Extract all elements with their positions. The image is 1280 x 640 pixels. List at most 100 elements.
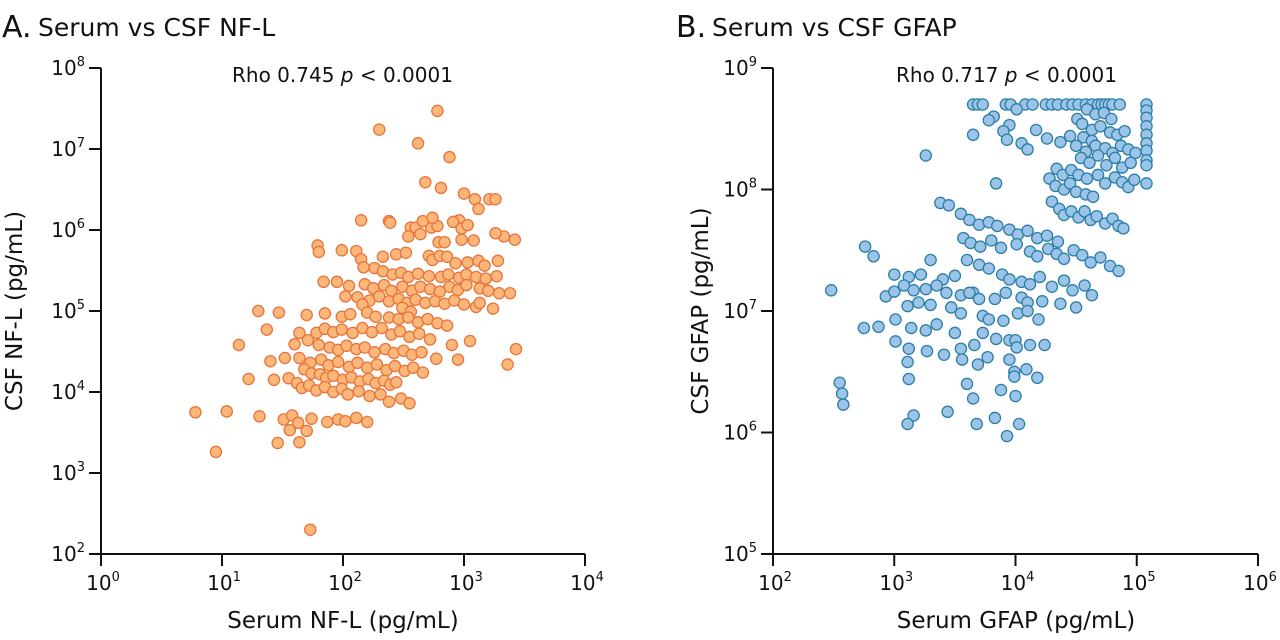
data-point [291,416,305,430]
data-point [930,318,943,331]
panel-b-xlabel: Serum GFAP (pg/mL) [897,608,1135,634]
data-point [301,333,315,347]
data-point [989,177,1003,190]
data-point [1010,341,1023,354]
panel-a-rho: Rho 0.745 [232,63,341,87]
data-point [419,175,432,189]
panel-b-axes: 105 106 107 108 109 102 103 104 105 106 [723,55,1277,595]
y-tick-label: 107 [51,136,85,161]
data-point [411,267,425,280]
data-point [1021,143,1034,156]
data-point [907,409,920,422]
data-point [492,286,506,300]
data-point [948,326,962,340]
data-point [442,268,455,281]
data-point [350,411,363,425]
data-point [339,414,352,428]
data-point [1023,278,1037,291]
data-point [889,335,902,348]
data-point [490,269,503,283]
data-point [1090,209,1103,223]
data-point [341,388,355,401]
data-point [1054,297,1067,310]
data-point [360,415,374,429]
data-point [1012,417,1026,431]
data-point [1085,288,1099,302]
y-tick-label: 103 [51,460,85,485]
data-point [963,213,976,227]
data-point [1117,222,1130,235]
data-point [1031,371,1044,385]
data-point [352,384,365,398]
data-point [1026,98,1039,111]
panel-b: B. Serum vs CSF GFAP Rho 0.717 p < 0.000… [676,10,1277,634]
data-point [1084,256,1097,269]
data-point [944,301,958,314]
data-point [402,230,415,243]
data-point [508,233,522,246]
data-point [451,353,465,366]
panel-a: A. Serum vs CSF NF-L Rho 0.745 p < 0.000… [2,10,604,634]
x-tick-label: 102 [758,570,792,595]
data-point [271,436,284,450]
data-point [264,354,277,368]
data-point [920,344,934,358]
data-point [974,240,987,253]
data-point [433,285,447,298]
data-point [260,323,274,336]
data-point [924,253,937,267]
panel-b-points [824,98,1153,443]
data-point [981,350,994,364]
data-point [1091,168,1105,182]
data-point [902,372,916,386]
data-point [976,326,990,340]
data-point [963,286,976,300]
panel-b-p-symbol: p [1004,63,1018,87]
data-point [902,342,916,355]
panel-a-annotation: Rho 0.745 p < 0.0001 [232,63,453,87]
data-point [443,150,456,164]
data-point [489,226,502,240]
data-point [283,423,297,437]
data-point [455,233,468,246]
y-tick-label: 106 [723,420,757,445]
data-point [1098,177,1112,190]
data-point [858,240,872,253]
data-point [901,299,914,313]
data-point [1066,284,1079,297]
data-point [942,199,956,212]
data-point [220,405,234,418]
data-point [438,235,451,249]
data-point [1063,129,1077,143]
data-point [919,324,933,337]
data-point [968,338,981,352]
data-point [1108,151,1122,165]
data-point [489,192,502,206]
panel-b-ylabel: CSF GFAP (pg/mL) [688,207,714,414]
data-point [501,358,514,371]
data-point [1040,132,1054,145]
data-point [1118,124,1131,138]
y-tick-label: 108 [51,55,85,80]
data-point [982,262,996,275]
data-point [1075,248,1089,262]
data-point [440,250,454,263]
data-point [1057,252,1071,266]
data-point [346,326,359,340]
panel-b-title: Serum vs CSF GFAP [712,13,957,42]
data-point [1069,139,1083,153]
data-point [1008,370,1021,383]
data-point [232,338,246,352]
data-point [293,326,306,340]
panel-a-xlabel: Serum NF-L (pg/mL) [227,608,458,634]
x-tick-label: 100 [86,570,120,595]
data-point [997,314,1010,327]
data-point [383,216,397,229]
data-point [503,286,517,300]
data-point [972,292,986,306]
data-point [509,342,523,356]
data-point [375,321,388,335]
data-point [406,361,420,374]
data-point [1140,177,1153,190]
data-point [1029,123,1043,137]
